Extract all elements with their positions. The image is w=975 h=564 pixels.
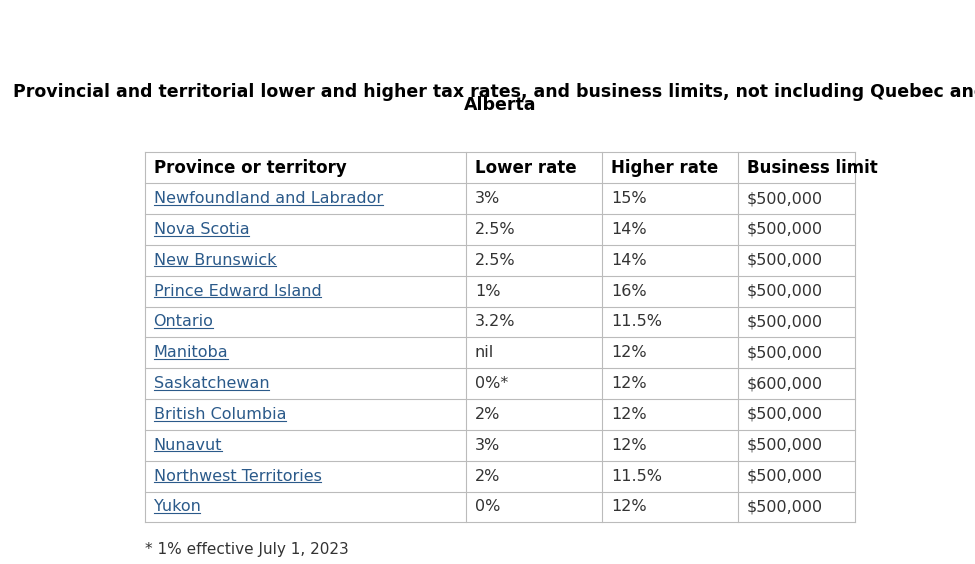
Text: 2.5%: 2.5% — [475, 222, 516, 237]
Text: $500,000: $500,000 — [747, 345, 823, 360]
Text: 1%: 1% — [475, 284, 500, 298]
Text: Yukon: Yukon — [154, 500, 201, 514]
Text: 2%: 2% — [475, 407, 500, 422]
Text: Provincial and territorial lower and higher tax rates, and business limits, not : Provincial and territorial lower and hig… — [13, 83, 975, 101]
Text: $500,000: $500,000 — [747, 469, 823, 483]
Text: $500,000: $500,000 — [747, 191, 823, 206]
Text: 16%: 16% — [610, 284, 646, 298]
Text: 3.2%: 3.2% — [475, 315, 515, 329]
Text: nil: nil — [475, 345, 494, 360]
Text: Prince Edward Island: Prince Edward Island — [154, 284, 322, 298]
Text: 12%: 12% — [610, 345, 646, 360]
Text: Alberta: Alberta — [463, 96, 536, 114]
Text: Business limit: Business limit — [747, 159, 878, 177]
Text: 12%: 12% — [610, 376, 646, 391]
Text: $500,000: $500,000 — [747, 500, 823, 514]
Text: Ontario: Ontario — [154, 315, 214, 329]
Text: $500,000: $500,000 — [747, 407, 823, 422]
Text: Saskatchewan: Saskatchewan — [154, 376, 269, 391]
Text: 11.5%: 11.5% — [610, 469, 662, 483]
Text: New Brunswick: New Brunswick — [154, 253, 276, 268]
Text: $500,000: $500,000 — [747, 253, 823, 268]
Text: $500,000: $500,000 — [747, 222, 823, 237]
Text: 14%: 14% — [610, 222, 646, 237]
Text: 15%: 15% — [610, 191, 646, 206]
Text: Manitoba: Manitoba — [154, 345, 228, 360]
Text: 12%: 12% — [610, 407, 646, 422]
Text: Higher rate: Higher rate — [610, 159, 718, 177]
Text: Newfoundland and Labrador: Newfoundland and Labrador — [154, 191, 383, 206]
Text: Northwest Territories: Northwest Territories — [154, 469, 322, 483]
Text: 0%: 0% — [475, 500, 500, 514]
Text: $500,000: $500,000 — [747, 284, 823, 298]
Text: 12%: 12% — [610, 500, 646, 514]
Text: 11.5%: 11.5% — [610, 315, 662, 329]
Text: Nova Scotia: Nova Scotia — [154, 222, 250, 237]
Text: 12%: 12% — [610, 438, 646, 453]
Text: Nunavut: Nunavut — [154, 438, 222, 453]
Text: 2%: 2% — [475, 469, 500, 483]
Text: $500,000: $500,000 — [747, 315, 823, 329]
Text: 0%*: 0%* — [475, 376, 508, 391]
Text: $500,000: $500,000 — [747, 438, 823, 453]
Text: Lower rate: Lower rate — [475, 159, 576, 177]
Text: 3%: 3% — [475, 191, 500, 206]
Text: 14%: 14% — [610, 253, 646, 268]
Text: * 1% effective July 1, 2023: * 1% effective July 1, 2023 — [144, 542, 348, 557]
Text: $600,000: $600,000 — [747, 376, 823, 391]
Text: British Columbia: British Columbia — [154, 407, 286, 422]
Text: Province or territory: Province or territory — [154, 159, 346, 177]
Text: 2.5%: 2.5% — [475, 253, 516, 268]
Text: 3%: 3% — [475, 438, 500, 453]
